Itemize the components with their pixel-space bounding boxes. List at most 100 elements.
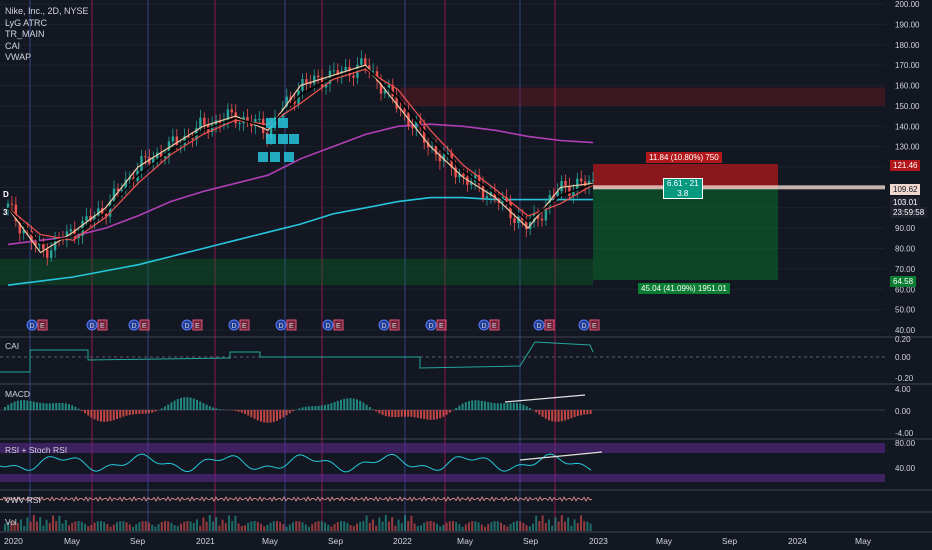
volume-bar (58, 515, 61, 531)
macd-histogram-bar (170, 402, 173, 410)
macd-histogram-bar (493, 403, 496, 410)
volume-bar (580, 515, 582, 531)
macd-histogram-bar (292, 410, 294, 412)
candle-body (348, 66, 351, 76)
candle-body (525, 220, 528, 230)
candle-body (371, 71, 375, 73)
ratio-label-line1: 6.61 - 21 (667, 179, 699, 188)
volume-bar (23, 525, 26, 531)
candle-body (269, 125, 273, 139)
candle-body (53, 238, 57, 251)
macd-histogram-bar (148, 410, 150, 414)
macd-histogram-bar (320, 405, 323, 410)
target-price-badge: 64.58 (890, 276, 917, 287)
indicator-cai[interactable]: CAI (5, 40, 21, 51)
y-tick-label: 130.00 (895, 143, 920, 152)
candle-body (18, 221, 21, 234)
volume-bar (240, 526, 243, 531)
cai-line (0, 341, 594, 373)
candle-body (124, 179, 127, 190)
x-axis-label: May (855, 536, 872, 546)
macd-histogram-bar (525, 406, 528, 410)
dividend-marker (128, 319, 140, 331)
x-axis-label: Sep (328, 536, 343, 546)
indicator-lyg-atrc[interactable]: LyG ATRC (5, 17, 48, 28)
y-tick-label: 70.00 (895, 265, 916, 274)
macd-histogram-bar (535, 410, 538, 413)
dividend-marker (86, 319, 98, 331)
volume-bar (212, 521, 214, 531)
volume-bar (164, 521, 166, 531)
candle-body (38, 243, 41, 246)
macd-histogram-bar (487, 402, 490, 410)
candle-body (485, 195, 489, 198)
candle-body (22, 230, 25, 234)
y-tick-label: 90.00 (895, 224, 916, 233)
volume-bar (116, 522, 118, 531)
candle-body (144, 156, 147, 158)
macd-histogram-bar (288, 410, 291, 414)
candle-body (57, 238, 61, 240)
candle-body (104, 213, 108, 217)
macd-histogram-bar (96, 410, 99, 421)
volume-bar (509, 523, 512, 531)
volume-bar (157, 524, 160, 531)
macd-histogram-bar (436, 410, 438, 420)
macd-histogram-bar (506, 403, 509, 410)
macd-histogram-bar (141, 410, 144, 414)
macd-histogram-bar (234, 410, 237, 411)
macd-histogram-bar (384, 410, 387, 417)
volume-bar (298, 521, 301, 531)
macd-histogram-bar (7, 404, 10, 410)
volume-bar (138, 522, 141, 531)
volume-bar (426, 521, 429, 531)
volume-bar (519, 521, 522, 531)
candle-body (89, 216, 92, 221)
candle-body (167, 141, 171, 157)
volume-bar (381, 521, 384, 531)
macd-histogram-bar (586, 410, 589, 415)
indicator-tr-main[interactable]: TR_MAIN (5, 29, 45, 39)
entry-price-badge: 109.62 (890, 184, 921, 195)
candle-body (246, 116, 249, 122)
vol-pane-title: Vol (5, 517, 17, 527)
x-axis-label: Sep (722, 536, 737, 546)
macd-histogram-bar (84, 410, 86, 414)
macd-histogram-bar (74, 406, 77, 410)
macd-histogram-bar (442, 410, 445, 417)
volume-bar (32, 515, 35, 531)
macd-histogram-bar (327, 404, 330, 410)
candle-body (183, 136, 186, 145)
macd-histogram-bar (87, 410, 90, 416)
macd-histogram-bar (346, 398, 349, 410)
vwv-pane-title: VWV RSI (5, 495, 41, 505)
volume-bar (333, 523, 336, 531)
macd-histogram-bar (388, 410, 390, 417)
volume-bar (404, 515, 406, 531)
cai-tick: -0.20 (895, 374, 914, 383)
candle-body (230, 109, 233, 113)
candle-body (46, 249, 49, 258)
macd-histogram-bar (583, 410, 586, 415)
candle-body (580, 178, 583, 182)
volume-bar (250, 521, 253, 531)
earnings-marker-label: E (492, 323, 497, 330)
volume-bar (253, 521, 256, 531)
x-axis-label: Sep (523, 536, 538, 546)
volume-bar (112, 524, 115, 531)
volume-bar (362, 521, 365, 531)
macd-histogram-bar (164, 406, 166, 410)
volume-bar (468, 522, 470, 531)
candle-body (560, 180, 563, 192)
x-axis-label: 2022 (393, 536, 412, 546)
earnings-marker (97, 319, 108, 331)
candle-body (34, 241, 37, 246)
volume-bar (528, 526, 531, 531)
y-tick-label: 180.00 (895, 41, 920, 50)
earnings-marker-label: E (242, 323, 247, 330)
volume-bar (429, 521, 432, 531)
macd-histogram-bar (144, 410, 147, 414)
indicator-vwap[interactable]: VWAP (5, 52, 32, 62)
volume-bar (167, 521, 170, 531)
